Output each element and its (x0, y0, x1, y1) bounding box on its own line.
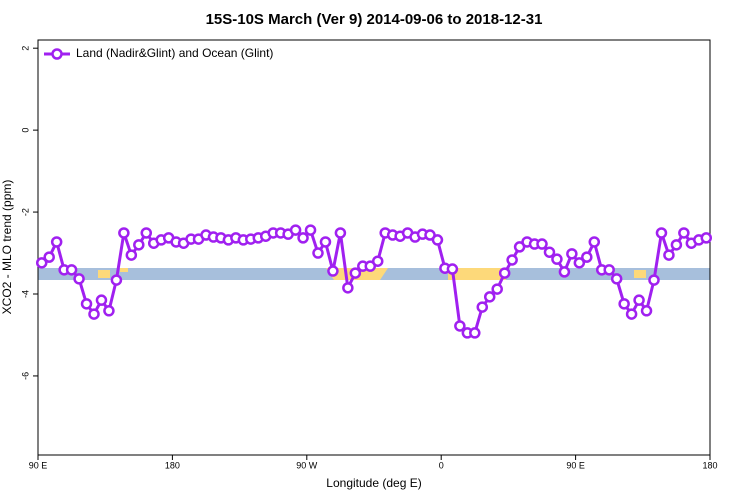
data-point (80, 298, 93, 310)
data-point (491, 283, 503, 295)
data-point (304, 224, 317, 236)
y-tick-label: 0 (20, 128, 30, 133)
data-point (618, 298, 630, 310)
land-patch (634, 270, 646, 278)
surface-band (38, 268, 710, 280)
data-point (342, 282, 354, 294)
data-point (536, 238, 548, 250)
data-point (700, 232, 713, 244)
y-tick-label: -2 (20, 208, 30, 216)
data-point (65, 264, 78, 276)
x-tick-label: 180 (702, 460, 717, 470)
data-point (476, 301, 489, 313)
data-point (319, 236, 332, 248)
data-point (566, 248, 578, 260)
data-point (543, 246, 556, 258)
x-tick-label: 180 (165, 460, 180, 470)
data-point (125, 249, 138, 261)
data-point (446, 263, 459, 275)
data-point (663, 249, 675, 261)
data-point (334, 227, 347, 239)
data-point (140, 227, 153, 239)
plot-frame (37, 39, 711, 456)
data-point (35, 257, 48, 269)
data-point (50, 236, 63, 248)
data-point (312, 247, 324, 259)
data-point (371, 255, 384, 267)
legend: Land (Nadir&Glint) and Ocean (Glint) (44, 46, 273, 60)
data-point (610, 273, 623, 285)
data-point (88, 308, 100, 320)
data-point (118, 227, 130, 239)
data-point (297, 232, 309, 244)
data-point (133, 239, 145, 251)
data-point (43, 251, 55, 263)
data-point (498, 267, 511, 279)
data-point (73, 273, 85, 285)
data-point (551, 253, 563, 265)
land-patch (98, 270, 110, 278)
data-point (103, 305, 115, 317)
data-point (349, 267, 362, 279)
data-point (573, 257, 586, 269)
data-point (670, 239, 683, 251)
data-point (603, 264, 615, 276)
data-point (640, 305, 653, 317)
chart-title: 15S-10S March (Ver 9) 2014-09-06 to 2018… (206, 11, 543, 28)
x-tick-label: 90 E (29, 460, 48, 470)
data-point (648, 274, 660, 286)
data-point (454, 320, 466, 332)
data-point (483, 291, 496, 303)
data-point (469, 327, 481, 339)
data-point (655, 227, 668, 239)
y-tick-label: -6 (20, 372, 30, 380)
legend-label: Land (Nadir&Glint) and Ocean (Glint) (76, 46, 273, 60)
data-point (110, 274, 123, 286)
data-point (678, 227, 690, 239)
data-point (581, 251, 593, 263)
data-point (625, 308, 638, 320)
x-tick-label: 0 (439, 460, 444, 470)
data-point (633, 294, 645, 306)
data-point (327, 265, 339, 277)
data-point (506, 254, 518, 266)
data-point (558, 266, 571, 278)
data-point (588, 236, 601, 248)
y-axis-label: XCO2 - MLO trend (ppm) (0, 180, 14, 315)
data-point (95, 294, 108, 306)
data-point (431, 234, 444, 246)
legend-marker (51, 48, 63, 60)
x-tick-label: 90 W (296, 460, 318, 470)
x-axis-label: Longitude (deg E) (326, 476, 421, 490)
x-tick-label: 90 E (566, 460, 585, 470)
data-point (289, 224, 302, 236)
land-patch (120, 268, 128, 272)
land-patch (448, 268, 506, 280)
y-tick-label: -4 (20, 290, 30, 298)
y-tick-label: 2 (20, 46, 30, 51)
